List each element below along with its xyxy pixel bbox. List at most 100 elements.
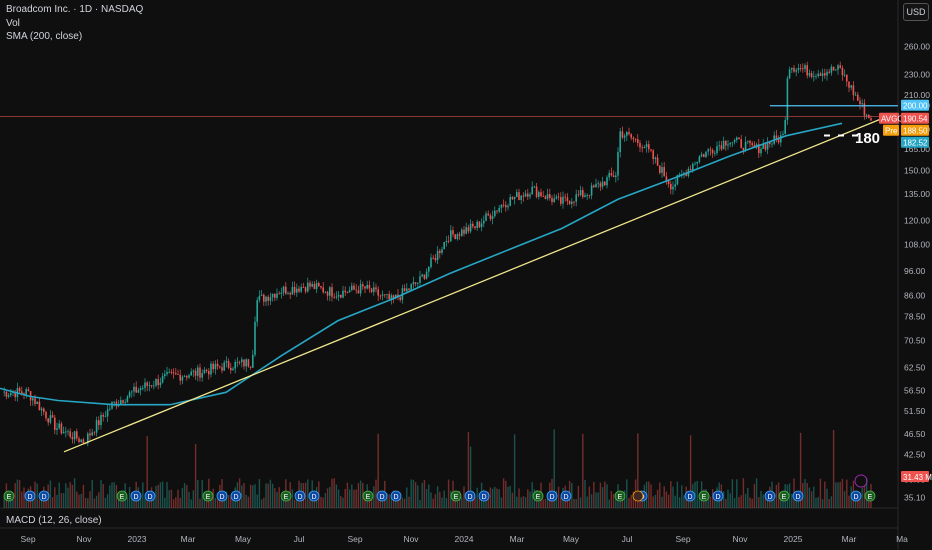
candle-body: [478, 221, 481, 228]
y-tick-label: 150.00: [904, 166, 930, 176]
volume-bar: [709, 496, 712, 508]
candle-body: [260, 294, 263, 296]
volume-bar: [186, 485, 188, 508]
candle-body: [208, 370, 210, 375]
x-tick-label: Mar: [842, 534, 857, 544]
candle-body: [542, 196, 544, 197]
volume-bar: [399, 493, 401, 508]
candle-body: [245, 359, 247, 367]
candle-body: [595, 183, 597, 188]
candle-body: [551, 197, 553, 202]
candle-body: [815, 75, 817, 77]
dividend-marker: [144, 490, 156, 502]
price-label-200-bg: [901, 99, 929, 111]
candle-body: [34, 398, 36, 405]
price-label-pre: Pre: [885, 127, 898, 136]
volume-bar: [252, 485, 254, 508]
volume-bar: [276, 491, 278, 508]
volume-bar: [172, 499, 175, 508]
candle-body: [102, 414, 104, 417]
candle-body: [579, 190, 582, 196]
volume-bar: [584, 479, 586, 508]
candle-body: [331, 287, 333, 297]
volume-bar: [307, 479, 309, 508]
volume-bar: [670, 481, 672, 508]
volume-bar: [447, 479, 450, 508]
volume-bar: [557, 486, 560, 508]
volume-bar: [227, 495, 230, 508]
volume-bar: [436, 486, 439, 508]
candle-body: [236, 361, 239, 363]
candle-body: [54, 417, 56, 430]
candle-body: [155, 379, 157, 386]
candle-body: [850, 85, 852, 88]
candle-body: [386, 294, 388, 295]
earnings-marker: [614, 490, 626, 502]
candle-body: [384, 294, 386, 296]
price-label-avgo: AVGO: [881, 115, 904, 124]
volume-bar: [621, 497, 624, 508]
volume-bar: [322, 497, 324, 508]
x-tick-label: May: [563, 534, 580, 544]
candle-body: [672, 186, 674, 190]
x-tick-label: Sep: [675, 534, 690, 544]
volume-bar: [309, 491, 311, 508]
volume-bar: [733, 498, 736, 508]
sma-indicator-label[interactable]: SMA (200, close): [6, 31, 83, 42]
currency-button[interactable]: USD: [903, 3, 929, 21]
volume-bar: [764, 496, 767, 508]
earnings-marker: [280, 490, 292, 502]
candle-body: [450, 230, 452, 242]
volume-bar: [637, 433, 639, 508]
candle-body: [408, 288, 410, 290]
candle-body: [304, 287, 307, 292]
candle-body: [689, 168, 692, 170]
candle-body: [120, 400, 122, 404]
candle-body: [597, 183, 599, 185]
candle-body: [830, 66, 833, 73]
candle-body: [436, 250, 439, 261]
volume-bar: [155, 485, 157, 508]
candle-body: [98, 420, 100, 426]
volume-bar: [612, 494, 615, 508]
volume-bar: [115, 485, 118, 508]
candle-body: [388, 294, 390, 300]
candle-body: [469, 223, 472, 232]
candle-body: [626, 132, 628, 136]
volume-bar: [788, 483, 791, 508]
y-tick-label: 51.50: [904, 406, 926, 416]
volume-bar: [89, 491, 91, 508]
candle-body: [857, 94, 859, 101]
x-tick-label: Ma: [896, 534, 908, 544]
candle-body: [560, 197, 562, 204]
candle-body: [782, 133, 784, 136]
lightning-icon: [854, 474, 868, 488]
candle-body: [454, 234, 456, 240]
volume-bar: [729, 493, 731, 508]
earnings-marker: [532, 490, 544, 502]
volume-bar: [258, 479, 261, 508]
symbol-title[interactable]: Broadcom Inc. · 1D · NASDAQ: [6, 4, 144, 15]
candle-body: [12, 392, 14, 394]
candle-body: [146, 382, 148, 386]
volume-bar: [773, 499, 775, 508]
volume-bar: [775, 484, 778, 508]
candle-body: [511, 197, 514, 200]
volume-bar: [324, 493, 327, 508]
volume-indicator-label[interactable]: Vol: [6, 18, 20, 29]
volume-bar: [197, 479, 199, 508]
candle-body: [95, 420, 98, 433]
macd-indicator-label[interactable]: MACD (12, 26, close): [6, 515, 102, 526]
candle-body: [443, 241, 445, 250]
volume-bar: [725, 498, 727, 508]
candle-body: [632, 137, 635, 139]
volume-bar: [216, 499, 219, 508]
y-tick-label: 86.00: [904, 291, 926, 301]
candle-body: [285, 286, 287, 294]
candle-body: [25, 389, 27, 395]
volume-bar: [337, 489, 340, 508]
candle-body: [832, 66, 835, 71]
candle-body: [533, 186, 536, 188]
volume-bar: [87, 498, 89, 508]
